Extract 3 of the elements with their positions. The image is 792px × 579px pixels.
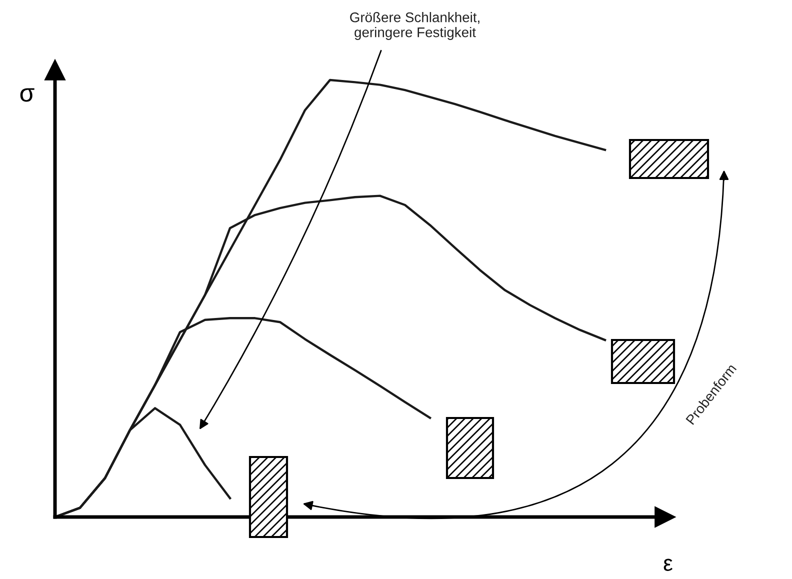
x-axis-title: ε — [664, 558, 673, 571]
y-axis-title: σ — [20, 88, 34, 102]
text: Größere Schlankheit, geringere Festigkeit — [350, 12, 480, 40]
